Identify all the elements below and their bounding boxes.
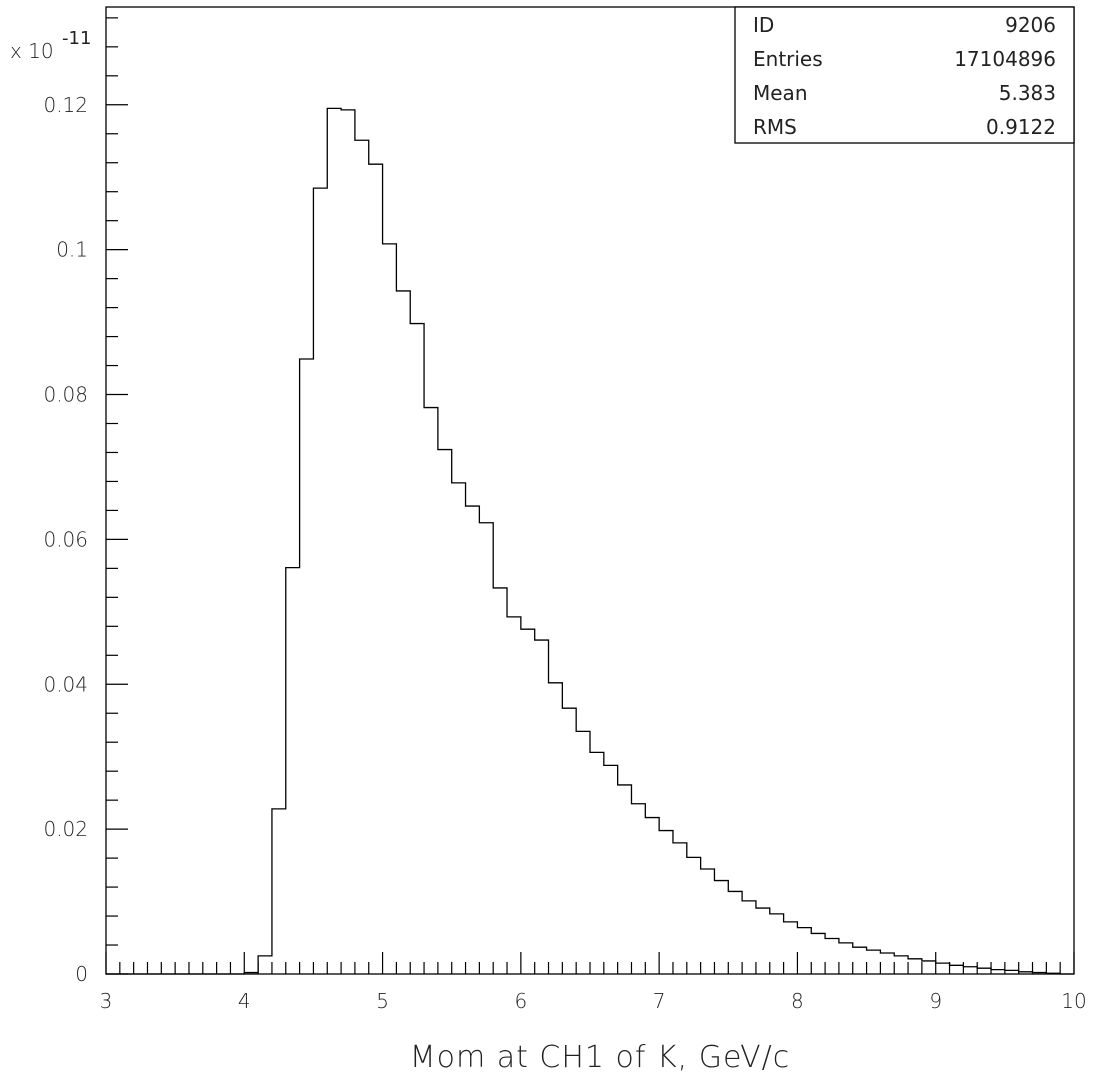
x-tick-label: 8 <box>791 989 804 1013</box>
y-scale-exponent: -11 <box>62 28 91 49</box>
x-tick-label: 3 <box>100 989 113 1013</box>
stats-rms-value: 0.9122 <box>986 115 1056 139</box>
stats-box: ID 9206 Entries 17104896 Mean 5.383 RMS … <box>734 6 1075 144</box>
y-tick-label: 0.08 <box>43 383 88 407</box>
stats-mean-value: 5.383 <box>999 81 1056 105</box>
axis-tick-labels: 3 4 5 6 7 8 9 10 0 0.02 0.04 0.06 0.08 0.1 0.12 <box>43 93 1086 1013</box>
y-tick-label: 0.1 <box>56 238 88 262</box>
histogram-outline <box>106 107 1074 975</box>
y-scale-label: x 10 <box>10 39 54 63</box>
y-tick-label: 0.06 <box>43 527 88 551</box>
stats-rms-label: RMS <box>753 115 797 139</box>
x-tick-label: 5 <box>376 989 389 1013</box>
x-tick-label: 4 <box>238 989 251 1013</box>
y-tick-label: 0.12 <box>43 93 88 117</box>
stats-mean-label: Mean <box>753 81 808 105</box>
x-tick-label: 7 <box>653 989 666 1013</box>
stats-id-value: 9206 <box>1005 13 1056 37</box>
x-tick-label: 9 <box>929 989 942 1013</box>
y-tick-label: 0.04 <box>43 672 88 696</box>
axis-ticks <box>105 17 1075 975</box>
plot-frame <box>105 6 1075 975</box>
x-tick-label: 6 <box>514 989 527 1013</box>
stats-id-label: ID <box>753 13 774 37</box>
y-tick-label: 0.02 <box>43 817 88 841</box>
stats-entries-label: Entries <box>753 47 823 71</box>
stats-entries-value: 17104896 <box>954 47 1056 71</box>
y-tick-label: 0 <box>75 962 88 986</box>
x-axis-title: Mom at CH1 of K, GeV/c <box>410 1040 791 1075</box>
x-tick-label: 10 <box>1061 989 1086 1013</box>
